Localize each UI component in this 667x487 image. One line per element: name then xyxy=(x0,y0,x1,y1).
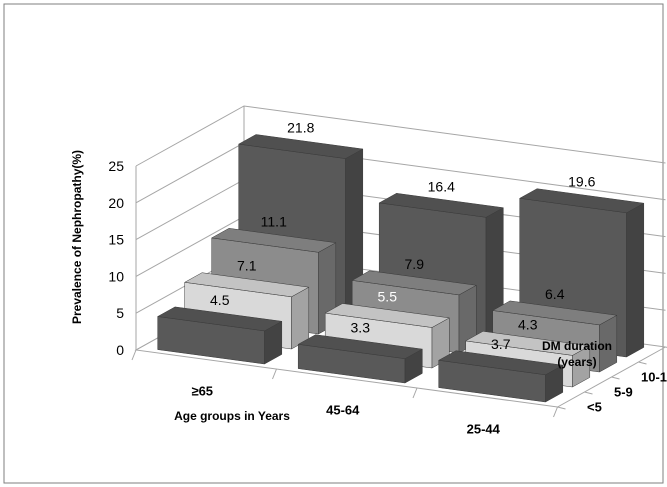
depth-label: 10-14 xyxy=(641,370,667,385)
chart-bars xyxy=(156,134,645,403)
data-label: 3.3 xyxy=(351,320,371,336)
bar-top xyxy=(464,331,591,356)
y-tick-label: 10 xyxy=(108,268,124,284)
bar-top xyxy=(378,193,505,218)
z-tick xyxy=(611,376,620,380)
x-axis-title: Age groups in Years xyxy=(174,409,290,423)
bar-top xyxy=(210,228,337,253)
bar-top xyxy=(518,188,645,214)
data-label: 6.4 xyxy=(545,286,565,302)
data-label: 7.1 xyxy=(237,258,257,274)
category-label: 25-44 xyxy=(467,422,501,437)
bar-top xyxy=(156,306,283,332)
data-label: 21.8 xyxy=(287,120,314,136)
bar-top xyxy=(297,334,424,359)
y-tick-label: 25 xyxy=(108,158,124,174)
data-label: 7.9 xyxy=(405,256,425,272)
chart-labels: 0510152025≥6545-6425-44<55-910-14≥1521.8… xyxy=(108,120,667,437)
bar-top xyxy=(237,134,364,159)
z-tick xyxy=(638,361,647,365)
y-axis-title: Prevalence of Nephropathy(%) xyxy=(70,150,84,324)
x-tick xyxy=(412,387,418,399)
data-label: 4.5 xyxy=(210,292,230,308)
x-tick xyxy=(272,368,277,380)
bar-top xyxy=(437,350,564,376)
data-label: 4.3 xyxy=(518,316,538,332)
bar-top xyxy=(324,303,451,328)
z-axis-title-line2: (years) xyxy=(557,355,596,369)
data-label: 11.1 xyxy=(261,213,287,229)
bar xyxy=(297,334,424,384)
bar xyxy=(156,306,283,365)
x-tick xyxy=(131,349,137,361)
bar-top xyxy=(351,270,478,296)
y-tick-label: 20 xyxy=(108,195,124,211)
data-label: 3.7 xyxy=(491,336,511,352)
x-tick xyxy=(553,406,558,418)
z-axis-title-line1: DM duration xyxy=(542,339,612,353)
y-tick-label: 5 xyxy=(116,305,124,321)
bar-top xyxy=(183,272,310,298)
bar-top xyxy=(491,300,618,326)
y-tick-label: 15 xyxy=(108,232,124,248)
depth-label: 5-9 xyxy=(614,385,633,400)
depth-label: <5 xyxy=(587,400,602,415)
z-tick xyxy=(584,391,593,395)
category-label: 45-64 xyxy=(326,403,360,418)
data-label: 5.5 xyxy=(378,289,398,305)
bar-side xyxy=(626,202,645,358)
data-label: 19.6 xyxy=(568,174,595,190)
bar xyxy=(437,350,564,403)
y-tick-label: 0 xyxy=(116,342,124,358)
data-label: 16.4 xyxy=(428,178,455,194)
z-tick xyxy=(557,406,566,410)
category-label: ≥65 xyxy=(191,384,213,399)
